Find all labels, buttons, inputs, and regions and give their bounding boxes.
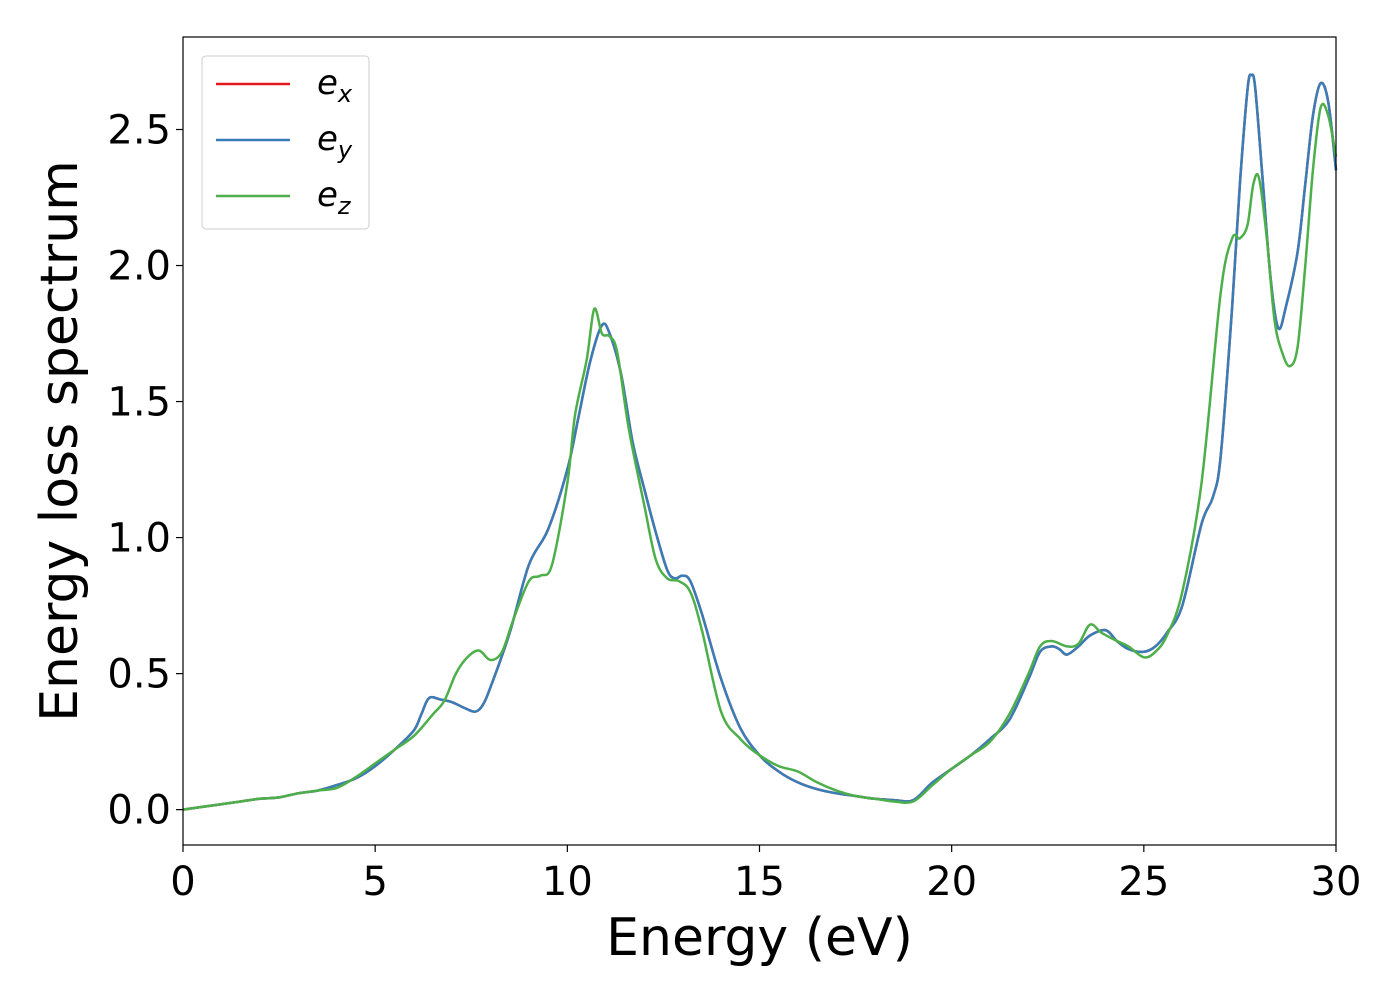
y-tick-label: 0.0 — [107, 788, 171, 834]
x-tick-label: 5 — [362, 859, 387, 905]
x-tick-label: 30 — [1311, 859, 1362, 905]
series-line-ez — [182, 102, 1338, 811]
legend-box — [201, 55, 370, 230]
series-lines — [182, 73, 1338, 811]
y-tick-label: 1.0 — [107, 516, 171, 562]
legend-label-ez: ez — [317, 175, 352, 220]
x-tick-label: 0 — [170, 859, 195, 905]
legend-label-ex: ex — [317, 63, 353, 108]
y-tick-label: 0.5 — [107, 652, 171, 698]
y-tick-label: 2.0 — [107, 244, 171, 290]
y-tick-label: 2.5 — [107, 107, 171, 153]
x-tick-label: 25 — [1118, 859, 1169, 905]
x-tick-label: 20 — [926, 859, 977, 905]
legend: ex ey ez — [201, 55, 370, 230]
y-axis-label: Energy loss spectrum — [30, 160, 90, 722]
x-axis-label: Energy (eV) — [606, 908, 913, 968]
x-tick-label: 10 — [542, 859, 593, 905]
x-tick-label: 15 — [734, 859, 785, 905]
y-axis-ticks: 0.0 0.5 1.0 1.5 2.0 2.5 — [107, 107, 183, 834]
legend-label-ey: ey — [317, 119, 353, 164]
y-tick-label: 1.5 — [107, 380, 171, 426]
x-axis-ticks: 0 5 10 15 20 25 30 — [170, 845, 1361, 905]
